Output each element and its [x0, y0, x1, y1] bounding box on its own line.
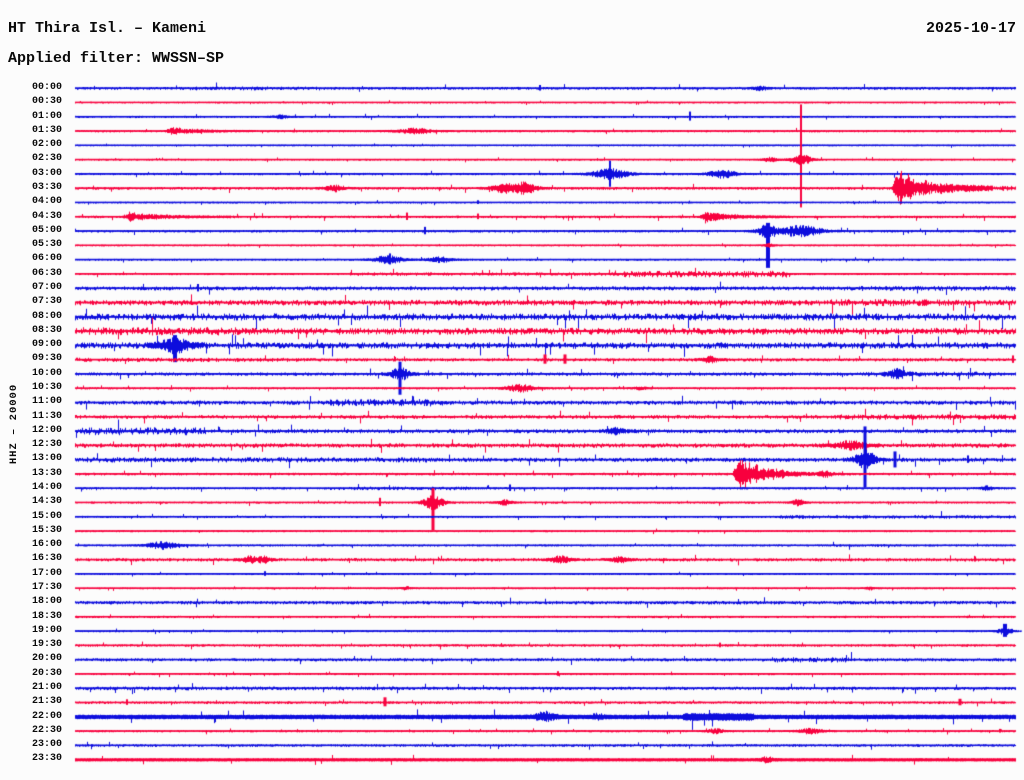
time-label: 19:30 [31, 639, 62, 651]
time-label: 14:30 [31, 496, 62, 508]
time-label: 01:00 [31, 110, 62, 122]
time-label: 06:00 [31, 253, 62, 265]
time-label: 22:30 [31, 724, 62, 736]
time-label: 16:30 [31, 553, 62, 565]
time-label: 09:30 [31, 353, 62, 365]
time-label: 07:30 [31, 296, 62, 308]
record-date: 2025-10-17 [925, 20, 1016, 37]
time-label: 11:00 [31, 396, 62, 408]
station-title: HT Thira Isl. – Kameni [8, 20, 207, 37]
time-label: 15:00 [31, 510, 62, 522]
time-label: 20:00 [31, 653, 62, 665]
time-label: 21:30 [31, 696, 62, 708]
time-label: 17:30 [31, 582, 62, 593]
time-label: 09:00 [31, 339, 62, 351]
time-label: 13:00 [31, 453, 62, 465]
filter-label: Applied filter: WWSSN–SP [8, 50, 225, 67]
time-label: 14:00 [31, 482, 62, 493]
time-label: 21:00 [31, 682, 62, 693]
time-label: 19:00 [31, 624, 62, 636]
time-label: 01:30 [31, 124, 62, 136]
time-label: 13:30 [31, 467, 62, 479]
time-label: 20:30 [31, 667, 62, 679]
time-label: 04:00 [31, 196, 62, 208]
time-label: 08:00 [31, 310, 62, 322]
time-label: 10:30 [31, 382, 62, 393]
time-label: 10:00 [31, 367, 62, 379]
time-label: 05:00 [31, 224, 62, 236]
time-label: 03:30 [31, 182, 62, 193]
time-label: 12:30 [31, 439, 62, 451]
time-label: 22:00 [31, 710, 62, 722]
time-label: 23:00 [31, 739, 62, 751]
time-label: 23:30 [31, 753, 62, 765]
time-label: 18:00 [31, 596, 62, 608]
time-label: 17:00 [31, 567, 62, 579]
time-label: 06:30 [31, 267, 62, 279]
channel-scale-label: HHZ – 20000 [8, 383, 20, 465]
time-label: 03:00 [31, 167, 62, 179]
time-label: 02:30 [31, 153, 62, 165]
time-label: 04:30 [31, 210, 62, 222]
time-label: 08:30 [31, 324, 62, 336]
time-label: 16:00 [31, 539, 62, 551]
time-label: 11:30 [31, 410, 62, 422]
time-label: 18:30 [31, 610, 62, 622]
time-label: 12:00 [31, 424, 62, 436]
time-label: 05:30 [31, 239, 62, 251]
time-label: 07:00 [31, 282, 62, 293]
time-label: 15:30 [31, 524, 62, 536]
time-label: 00:00 [31, 82, 62, 93]
time-label: 00:30 [31, 96, 62, 108]
time-label: 02:00 [31, 139, 62, 151]
